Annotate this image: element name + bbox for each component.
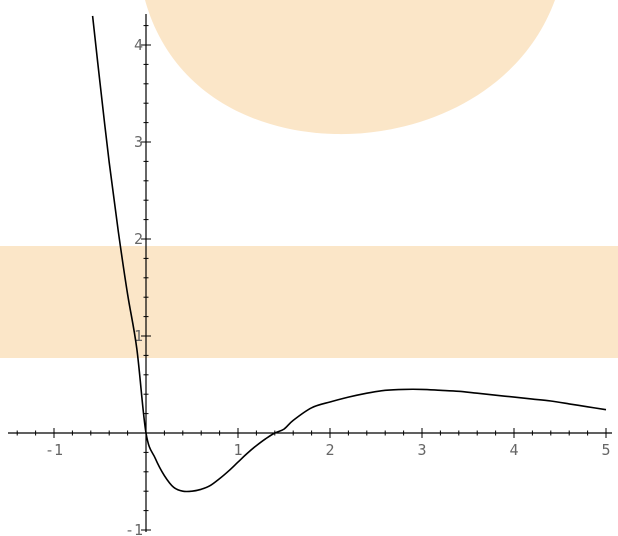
x-tick-label: -1: [45, 441, 63, 459]
y-tick-label: 2: [134, 230, 143, 248]
x-tick-label: 3: [417, 441, 426, 459]
watermark-band: [0, 246, 618, 358]
x-tick-label: 1: [233, 441, 242, 459]
y-tick-label: 3: [134, 133, 143, 151]
watermark-arc: [145, 0, 555, 135]
axis-tick-labels: -1 1 2 3 4 5 -1 1 2 3 4: [45, 36, 611, 536]
x-tick-label: 4: [509, 441, 518, 459]
x-tick-label: 2: [325, 441, 334, 459]
y-tick-label: -1: [125, 521, 143, 536]
y-tick-label: 4: [134, 36, 143, 54]
y-tick-label: 1: [134, 327, 143, 345]
series-line: [91, 15, 607, 493]
axis-ticks: [16, 25, 607, 531]
x-tick-label: 5: [601, 441, 610, 459]
watermark-logo: [0, 0, 618, 358]
axes: [8, 14, 612, 532]
